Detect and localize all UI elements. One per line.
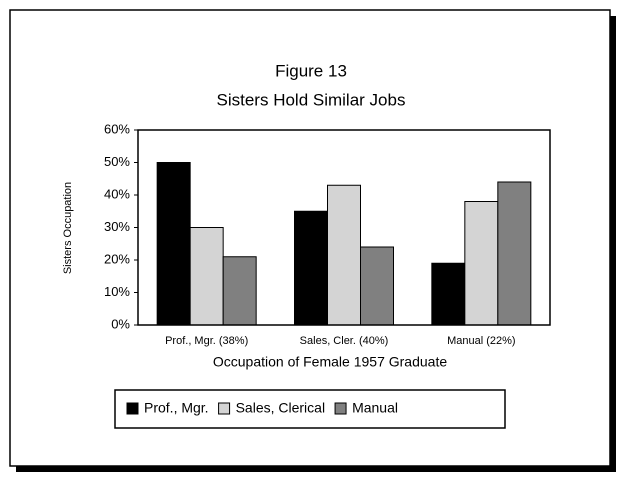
y-axis-label: Sisters Occupation xyxy=(62,182,74,274)
legend-label: Manual xyxy=(352,400,398,416)
bar xyxy=(464,201,499,326)
legend-swatch xyxy=(334,402,347,415)
y-tick-label: 50% xyxy=(104,154,130,169)
y-tick-label: 40% xyxy=(104,186,130,201)
legend-label: Prof., Mgr. xyxy=(144,400,209,416)
bar xyxy=(156,162,191,326)
plot-border xyxy=(137,129,551,326)
y-tick-label: 60% xyxy=(104,121,130,136)
y-tick-label: 20% xyxy=(104,251,130,266)
bar xyxy=(189,227,224,326)
legend-swatch xyxy=(126,402,139,415)
chart-subtitle: Sisters Hold Similar Jobs xyxy=(217,90,406,109)
x-tick-label: Manual (22%) xyxy=(447,335,515,347)
legend-label: Sales, Clerical xyxy=(236,400,325,416)
y-tick-label: 30% xyxy=(104,219,130,234)
x-axis-label: Occupation of Female 1957 Graduate xyxy=(213,354,447,370)
bar xyxy=(222,256,257,326)
bar xyxy=(497,181,532,326)
x-tick-label: Prof., Mgr. (38%) xyxy=(165,335,248,347)
legend-swatch xyxy=(218,402,231,415)
legend xyxy=(114,389,506,429)
y-tick-label: 10% xyxy=(104,284,130,299)
bar xyxy=(327,184,361,326)
x-tick-label: Sales, Cler. (40%) xyxy=(300,335,389,347)
bar xyxy=(294,210,328,326)
bar xyxy=(431,262,466,326)
y-tick-label: 0% xyxy=(111,316,130,331)
chart-title: Figure 13 xyxy=(275,61,347,80)
bar xyxy=(360,246,394,326)
